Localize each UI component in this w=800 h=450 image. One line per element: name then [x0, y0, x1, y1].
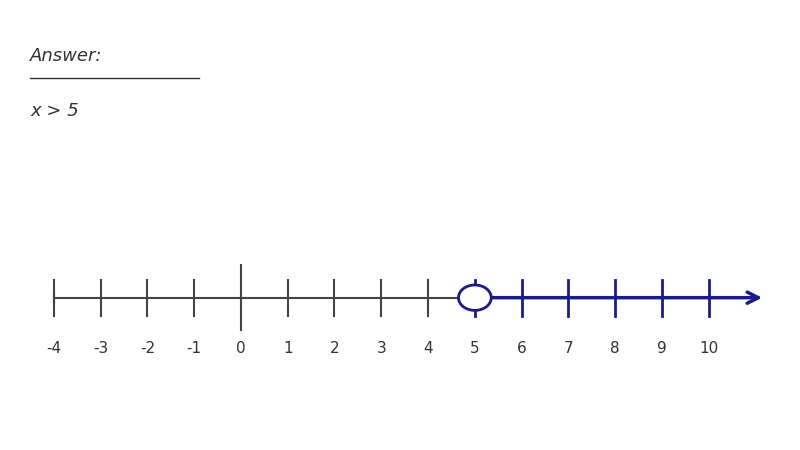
- Text: -1: -1: [186, 341, 202, 356]
- Text: 5: 5: [470, 341, 480, 356]
- Text: 4: 4: [423, 341, 433, 356]
- Text: 2: 2: [330, 341, 339, 356]
- Text: -3: -3: [93, 341, 108, 356]
- Text: Answer:: Answer:: [30, 47, 103, 65]
- Text: 7: 7: [564, 341, 574, 356]
- Text: -2: -2: [140, 341, 155, 356]
- Text: 0: 0: [236, 341, 246, 356]
- Text: x > 5: x > 5: [30, 102, 79, 120]
- Text: 3: 3: [377, 341, 386, 356]
- Text: 6: 6: [517, 341, 526, 356]
- Text: 9: 9: [657, 341, 667, 356]
- Text: 1: 1: [283, 341, 293, 356]
- Text: 10: 10: [699, 341, 718, 356]
- Text: -4: -4: [46, 341, 62, 356]
- Text: 8: 8: [610, 341, 620, 356]
- Circle shape: [458, 285, 491, 310]
